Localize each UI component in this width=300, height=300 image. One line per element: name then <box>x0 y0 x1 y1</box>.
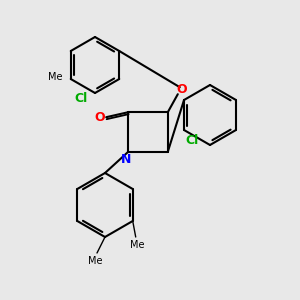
Text: Cl: Cl <box>74 92 88 104</box>
Text: Me: Me <box>88 256 102 266</box>
Text: Cl: Cl <box>185 134 199 146</box>
Text: Me: Me <box>130 240 145 250</box>
Text: O: O <box>94 111 104 124</box>
Text: N: N <box>121 153 131 166</box>
Text: O: O <box>176 83 187 96</box>
Text: Me: Me <box>47 72 62 82</box>
